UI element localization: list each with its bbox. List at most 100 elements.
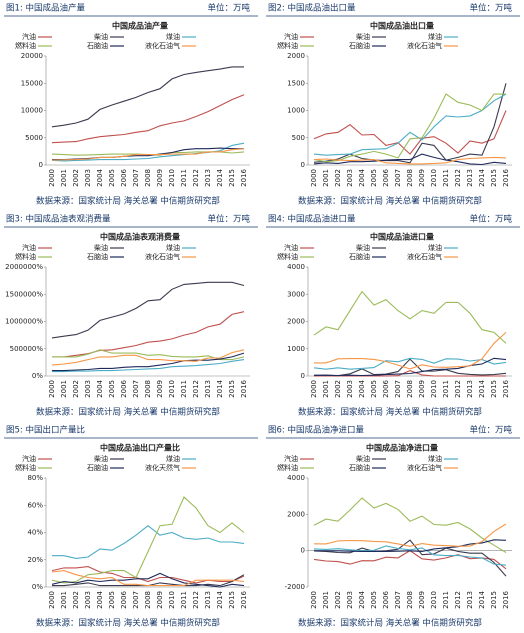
legend-label: 液化石油气: [145, 41, 180, 50]
x-tick-label: 2005: [108, 380, 116, 398]
legend-label: 燃料油: [15, 463, 36, 472]
x-tick-label: 2008: [144, 591, 152, 609]
y-tick-label: 80%: [27, 474, 43, 482]
series-line: [51, 148, 245, 161]
series-line: [314, 331, 507, 370]
series-line: [51, 94, 245, 144]
x-tick-label: 2015: [490, 380, 498, 398]
legend-label: 柴油: [94, 243, 108, 252]
unit-label: 单位：万吨: [469, 3, 512, 14]
legend-label: 燃料油: [277, 252, 298, 261]
unit-label: 单位：万吨: [469, 425, 512, 436]
y-tick-label: 0: [39, 161, 43, 169]
x-tick-label: 2011: [442, 380, 450, 398]
x-tick-label: 2010: [168, 380, 176, 398]
x-tick-label: 2007: [394, 591, 402, 609]
y-tick-label: 3000: [287, 290, 305, 298]
x-tick-label: 2000: [310, 591, 318, 609]
y-tick-label: 0%: [32, 372, 43, 380]
series-line: [52, 359, 245, 373]
y-tick-label: 15000: [21, 79, 43, 87]
y-tick-label: 10000: [21, 107, 43, 115]
x-tick-label: 2003: [346, 591, 354, 609]
x-tick-label: 2004: [96, 168, 104, 186]
x-tick-label: 2016: [240, 379, 248, 397]
legend-label: 燃料油: [277, 463, 298, 472]
x-tick-label: 2010: [430, 591, 438, 609]
y-tick-label: 0: [301, 372, 305, 380]
legend-label: 煤油: [166, 454, 180, 463]
series-line: [313, 93, 506, 163]
x-tick-label: 2012: [454, 591, 462, 609]
series-line: [51, 281, 245, 339]
x-tick-label: 2011: [180, 169, 188, 187]
x-tick-label: 2003: [84, 591, 92, 609]
x-tick-label: 2001: [60, 380, 68, 398]
series-line: [313, 545, 507, 566]
figure-label: 图4: 中国成品油进口量: [268, 214, 356, 225]
series-line: [313, 153, 507, 166]
x-tick-label: 2013: [204, 169, 212, 187]
legend-label: 煤油: [428, 243, 442, 252]
x-tick-label: 2015: [228, 380, 236, 398]
x-tick-label: 2008: [406, 380, 414, 398]
x-tick-label: 2007: [132, 591, 140, 609]
legend-label: 汽油: [22, 454, 36, 463]
x-tick-label: 2004: [358, 590, 366, 608]
y-tick-label: 1000: [287, 107, 305, 115]
x-tick-label: 2015: [228, 169, 236, 187]
legend-label: 汽油: [284, 454, 298, 463]
series-line: [314, 358, 507, 377]
legend-label: 柴油: [94, 454, 108, 463]
series-line: [313, 290, 507, 344]
series-line: [313, 539, 507, 552]
x-tick-label: 2006: [120, 590, 128, 608]
y-tick-label: 0%: [32, 583, 43, 591]
source-note: 数据来源：国家统计局 海关总署 中信期货研究部: [36, 618, 220, 629]
x-tick-label: 2010: [168, 169, 176, 187]
x-tick-label: 2002: [334, 591, 342, 609]
series-line: [51, 572, 245, 588]
x-tick-label: 2014: [478, 590, 486, 608]
x-tick-label: 2002: [72, 169, 80, 187]
x-tick-label: 2001: [60, 169, 68, 187]
x-tick-label: 2002: [72, 591, 80, 609]
legend-label: 煤油: [428, 454, 442, 463]
x-tick-label: 2000: [310, 169, 318, 187]
y-tick-label: 60%: [27, 501, 43, 509]
y-tick-label: 40%: [27, 529, 43, 537]
x-tick-label: 2015: [228, 591, 236, 609]
x-tick-label: 2009: [418, 591, 426, 609]
chart-title: 中国成品油产量: [112, 21, 168, 31]
x-tick-label: 2013: [466, 591, 474, 609]
x-tick-label: 2007: [132, 380, 140, 398]
y-tick-label: 0: [301, 161, 305, 169]
x-tick-label: 2000: [48, 380, 56, 398]
x-tick-label: 2005: [370, 169, 378, 187]
legend-label: 汽油: [284, 32, 298, 41]
x-tick-label: 2005: [370, 591, 378, 609]
x-tick-label: 2001: [322, 380, 330, 398]
y-tick-label: 2000000%: [5, 263, 43, 271]
series-line: [51, 349, 245, 366]
chart-title: 中国成品油表观消费量: [100, 232, 180, 242]
x-tick-label: 2000: [310, 380, 318, 398]
figure-label: 图1: 中国成品油产量: [6, 3, 85, 14]
y-tick-label: 20%: [27, 556, 43, 564]
legend-label: 石脑油: [349, 463, 370, 472]
legend-label: 液化石油气: [145, 252, 180, 261]
x-tick-label: 2003: [84, 169, 92, 187]
y-tick-label: 4000: [287, 263, 305, 271]
legend-label: 燃料油: [15, 252, 36, 261]
figure-label: 图6: 中国成品油净进口量: [268, 425, 364, 436]
series-line: [52, 349, 245, 361]
x-tick-label: 2012: [192, 380, 200, 398]
chart-title: 中国成品油出口产量比: [100, 443, 180, 453]
x-tick-label: 2011: [442, 591, 450, 609]
series-line: [313, 110, 507, 155]
source-note: 数据来源：国家统计局 海关总署 中信期货研究部: [36, 407, 220, 418]
x-tick-label: 2001: [322, 591, 330, 609]
legend-label: 石脑油: [349, 252, 370, 261]
x-tick-label: 2013: [466, 169, 474, 187]
